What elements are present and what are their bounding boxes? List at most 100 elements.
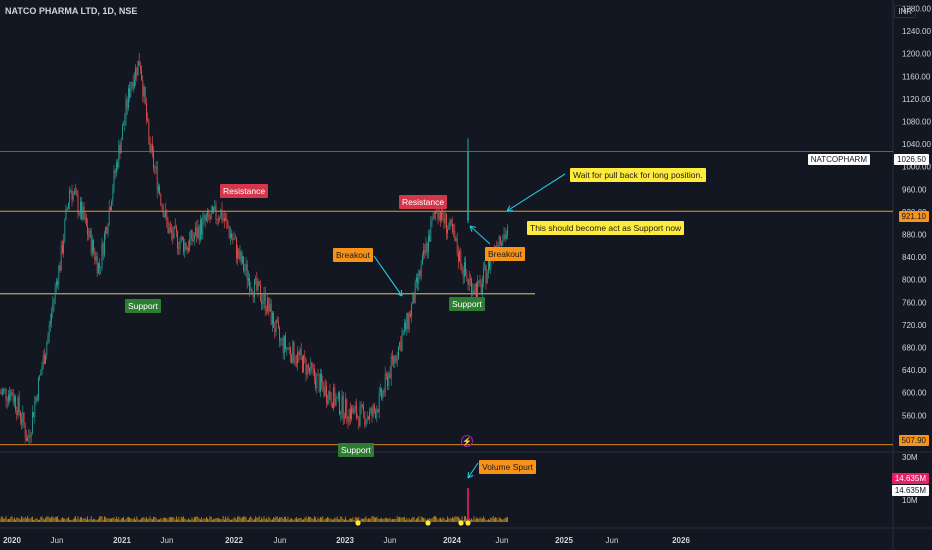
candle-body <box>54 285 56 299</box>
candle-body <box>274 328 276 333</box>
volume-bar <box>438 518 440 522</box>
volume-bar <box>464 516 465 522</box>
candle-body <box>189 238 190 251</box>
candle-body <box>378 392 380 413</box>
candle-body <box>215 205 217 220</box>
volume-bar <box>437 519 439 522</box>
candle-body <box>76 191 78 196</box>
candle-body <box>222 218 224 221</box>
price-tick-label: 1280.00 <box>902 4 931 13</box>
candle-body <box>390 356 392 379</box>
volume-bar <box>282 518 284 522</box>
volume-bar <box>174 519 176 522</box>
volume-bar <box>136 516 138 522</box>
candle-body <box>89 230 91 237</box>
candle-body <box>330 398 332 404</box>
volume-bar <box>491 518 493 522</box>
candle-body <box>311 362 313 368</box>
volume-bar <box>21 516 22 522</box>
candle-body <box>434 213 435 215</box>
volume-bar <box>171 517 172 522</box>
volume-bar <box>128 516 129 522</box>
volume-bar <box>425 519 427 522</box>
volume-bar <box>328 517 330 522</box>
volume-bar <box>296 516 297 522</box>
volume-bar <box>251 517 253 522</box>
volume-bar <box>86 519 87 522</box>
candle-body <box>296 362 297 363</box>
volume-bar <box>430 518 432 522</box>
volume-bar <box>479 517 481 522</box>
candle-body <box>102 243 104 256</box>
volume-bar <box>220 519 222 522</box>
candle-body <box>183 238 184 253</box>
candle-body <box>209 217 211 220</box>
volume-bar <box>388 518 390 522</box>
candle-body <box>165 210 166 217</box>
currency-label[interactable]: INR <box>894 5 916 18</box>
volume-bar <box>71 519 73 522</box>
candle-body <box>158 186 159 191</box>
candle-body <box>15 396 16 410</box>
candle-body <box>81 201 82 220</box>
volume-bar <box>46 516 48 522</box>
volume-bar <box>378 519 380 522</box>
volume-bar <box>70 519 72 522</box>
volume-bar <box>50 518 51 522</box>
volume-bar <box>290 518 291 522</box>
price-tick-label: 1000.00 <box>902 163 931 172</box>
candle-body <box>22 412 24 423</box>
candle-body <box>28 436 30 439</box>
volume-bar <box>77 516 79 522</box>
volume-bar <box>441 519 442 522</box>
candle-body <box>280 339 282 341</box>
candle-body <box>294 362 296 363</box>
candle-body <box>184 242 186 253</box>
volume-bar <box>488 519 489 522</box>
candle-body <box>242 256 243 264</box>
volume-bar <box>225 516 226 522</box>
volume-bar <box>320 517 321 522</box>
candle-body <box>46 343 48 356</box>
candle-body <box>444 213 446 224</box>
volume-bar <box>412 517 414 522</box>
candle-body <box>82 206 84 220</box>
volume-bar <box>58 519 60 522</box>
candle-body <box>120 139 122 154</box>
candle-body <box>479 280 481 284</box>
candle-body <box>220 209 222 219</box>
price-tick-label: 960.00 <box>902 185 927 194</box>
candle-body <box>260 285 261 301</box>
volume-bar <box>326 518 327 522</box>
volume-bar <box>358 516 360 522</box>
candle-body <box>212 206 213 213</box>
candle-body <box>284 336 285 353</box>
candle-body <box>137 60 139 76</box>
volume-bar <box>342 519 344 522</box>
candle-body <box>98 263 99 274</box>
volume-bar <box>314 516 315 522</box>
candle-body <box>63 240 64 254</box>
volume-bar <box>341 517 343 522</box>
volume-bar <box>396 516 398 522</box>
candle-body <box>208 211 210 218</box>
candle-body <box>334 387 336 406</box>
candle-body <box>440 211 441 221</box>
candle-body <box>186 247 188 250</box>
volume-bar <box>201 517 202 522</box>
candle-body <box>251 289 253 295</box>
candle-body <box>177 232 178 249</box>
candle-body <box>374 406 375 411</box>
candle-body <box>172 233 174 239</box>
price-tick-label: 1160.00 <box>902 72 931 81</box>
volume-bar <box>108 518 110 522</box>
candle-body <box>245 264 247 271</box>
candle-body <box>143 86 145 97</box>
volume-bar <box>318 518 320 522</box>
candle-body <box>375 410 376 418</box>
volume-bar <box>230 519 231 522</box>
candle-body <box>191 230 193 241</box>
volume-bar <box>30 517 32 522</box>
volume-bar <box>65 519 67 522</box>
